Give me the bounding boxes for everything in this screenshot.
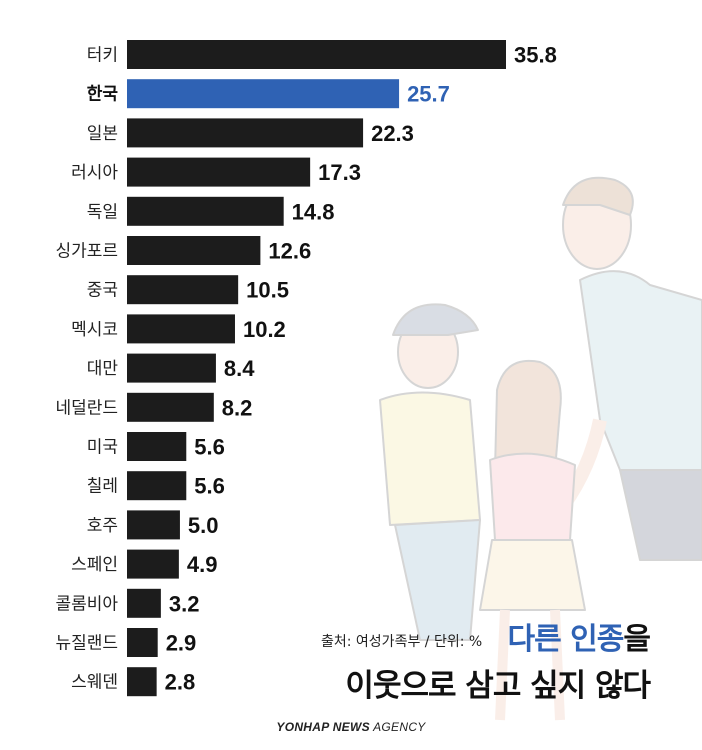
man-shorts — [619, 469, 702, 561]
man-head — [562, 180, 632, 270]
category-label: 중국 — [87, 281, 118, 301]
value-label: 5.6 — [194, 474, 225, 499]
bar-group: 네덜란드 8.2 — [55, 392, 253, 422]
headline-particle: 을 — [623, 622, 651, 657]
bar-group: 대만 8.4 — [87, 353, 255, 383]
category-label: 호주 — [87, 516, 118, 536]
bar-group: 칠레 5.6 — [87, 471, 225, 501]
bar — [127, 588, 161, 618]
value-label: 4.9 — [187, 552, 218, 577]
girl-head — [498, 366, 556, 434]
value-label: 10.2 — [243, 317, 286, 342]
value-label: 14.8 — [292, 199, 335, 224]
value-label: 5.6 — [194, 435, 225, 460]
bar — [127, 236, 261, 265]
bar — [127, 667, 157, 697]
bar-group: 미국 5.6 — [87, 432, 225, 461]
category-label: 네덜란드 — [55, 398, 118, 418]
category-label: 대만 — [87, 359, 119, 379]
credit-light: AGENCY — [369, 720, 426, 734]
girl-skirt — [479, 539, 586, 611]
category-label: 스페인 — [71, 555, 118, 575]
category-label: 뉴질랜드 — [55, 634, 118, 654]
headline-blue: 다른 인종 — [507, 622, 625, 657]
value-label: 22.3 — [371, 121, 414, 146]
category-label: 멕시코 — [71, 320, 118, 340]
credit-bold: YONHAP NEWS — [276, 720, 370, 734]
man-arm — [554, 418, 607, 515]
man-hair — [562, 176, 634, 216]
bar — [127, 157, 311, 187]
boy-shirt — [379, 391, 481, 526]
bar — [127, 471, 187, 501]
bar — [127, 40, 506, 69]
bar — [127, 628, 158, 657]
category-label: 독일 — [87, 202, 118, 222]
category-label: 칠레 — [87, 477, 118, 497]
bar-group: 러시아 17.3 — [71, 157, 361, 187]
category-label: 터키 — [87, 46, 118, 66]
bar-group: 중국 10.5 — [87, 275, 289, 305]
source-note: 출처: 여성가족부 / 단위: % — [321, 634, 483, 650]
category-label: 미국 — [87, 438, 118, 458]
bar — [127, 314, 235, 344]
man-shirt — [579, 270, 702, 471]
bar-group: 뉴질랜드 2.9 — [55, 628, 196, 657]
category-label: 스웨덴 — [71, 673, 118, 693]
bar — [127, 79, 400, 109]
value-label: 2.9 — [166, 631, 197, 656]
category-label: 싱가포르 — [55, 242, 118, 262]
bar — [127, 432, 187, 461]
value-label: 8.2 — [222, 395, 253, 420]
bar-group: 독일 14.8 — [87, 196, 335, 226]
bar — [127, 392, 214, 422]
girl-legs — [495, 609, 565, 721]
bar-group: 터키 35.8 — [87, 40, 557, 69]
category-label: 일본 — [87, 124, 118, 144]
value-label: 3.2 — [169, 591, 200, 616]
value-label: 2.8 — [165, 670, 196, 695]
bar-group: 콜롬비아 3.2 — [55, 588, 200, 618]
girl-hair — [494, 359, 562, 471]
value-label: 8.4 — [224, 356, 255, 381]
bar — [127, 353, 216, 383]
category-label: 한국 — [87, 85, 119, 105]
category-label: 러시아 — [71, 163, 118, 183]
value-label: 12.6 — [268, 239, 311, 264]
boy-head — [397, 315, 459, 389]
bar — [127, 196, 284, 226]
value-label: 5.0 — [188, 513, 219, 538]
bar — [127, 275, 239, 305]
boy-cap — [392, 303, 479, 336]
girl-shirt — [489, 452, 576, 541]
value-label: 10.5 — [246, 278, 289, 303]
agency-credit: YONHAP NEWS AGENCY — [0, 720, 702, 734]
value-label: 17.3 — [318, 160, 361, 185]
bar — [127, 549, 179, 579]
bar-group: 한국 25.7 — [87, 79, 450, 109]
bar — [127, 510, 180, 540]
bar-group: 싱가포르 12.6 — [55, 236, 311, 265]
value-label: 25.7 — [407, 82, 450, 107]
bar-group: 호주 5.0 — [87, 510, 219, 540]
category-label: 콜롬비아 — [55, 594, 118, 614]
bar-group: 스웨덴 2.8 — [71, 667, 196, 697]
headline-line1: 다른 인종을 — [507, 614, 651, 658]
bar-group: 스페인 4.9 — [71, 549, 218, 579]
bar — [127, 118, 364, 148]
boy-pants — [394, 519, 481, 641]
headline-line2: 이웃으로 삼고 싶지 않다 — [345, 668, 651, 704]
value-label: 35.8 — [514, 43, 557, 68]
bar-group: 멕시코 10.2 — [71, 314, 286, 344]
bar-group: 일본 22.3 — [87, 118, 414, 148]
